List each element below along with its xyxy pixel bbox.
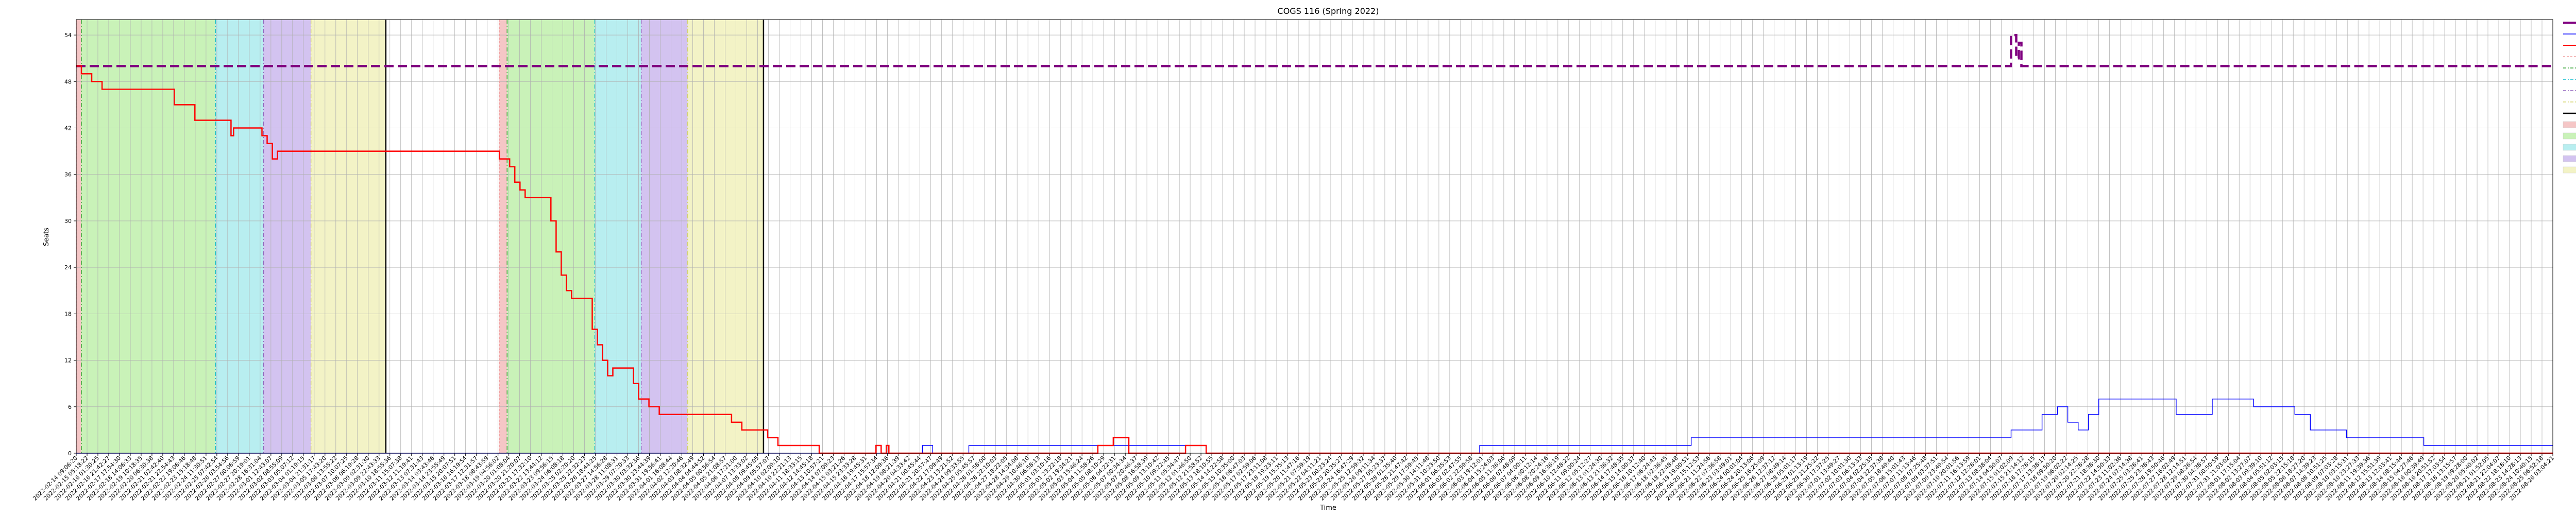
phase-band (595, 20, 641, 453)
x-axis-title: Time (1319, 504, 1336, 512)
y-tick-label: 48 (64, 78, 72, 85)
phase-band (687, 20, 764, 453)
phase-band (76, 20, 82, 453)
y-tick-label: 36 (64, 171, 72, 178)
legend-swatch (2563, 132, 2576, 140)
chart-title: COGS 116 (Spring 2022) (1278, 6, 1379, 16)
y-tick-label: 12 (64, 357, 72, 364)
plot-frame (76, 19, 2553, 454)
phase-band (507, 20, 595, 453)
y-tick-label: 6 (68, 404, 72, 410)
phase-band (641, 20, 688, 453)
y-ticks: 0 6 12 18 24 30 36 42 48 54 (64, 32, 76, 457)
series-line-waitlist (76, 399, 2553, 454)
legend-swatch (2563, 121, 2576, 128)
phase-band (311, 20, 386, 453)
phase-band (215, 20, 264, 453)
phase-bands (76, 20, 764, 453)
legend-swatch (2563, 166, 2576, 174)
legend: Total SeatsWaitlistAvailablePriorities S… (2563, 22, 2576, 174)
y-axis-title: Seats (43, 228, 50, 246)
legend-swatch (2563, 144, 2576, 151)
grid (76, 20, 2553, 454)
y-tick-label: 0 (68, 450, 72, 457)
phase-band (81, 20, 216, 453)
y-tick-label: 54 (64, 32, 72, 39)
legend-swatch (2563, 155, 2576, 162)
y-tick-label: 18 (64, 311, 72, 317)
series-line-total-seats (76, 33, 2553, 67)
series-line-available (76, 65, 2553, 454)
phase-band (263, 20, 311, 453)
y-tick-label: 42 (64, 125, 72, 132)
y-tick-label: 24 (64, 264, 72, 271)
phase-band (499, 20, 507, 453)
y-tick-label: 30 (64, 218, 72, 225)
series-group (76, 20, 2553, 454)
